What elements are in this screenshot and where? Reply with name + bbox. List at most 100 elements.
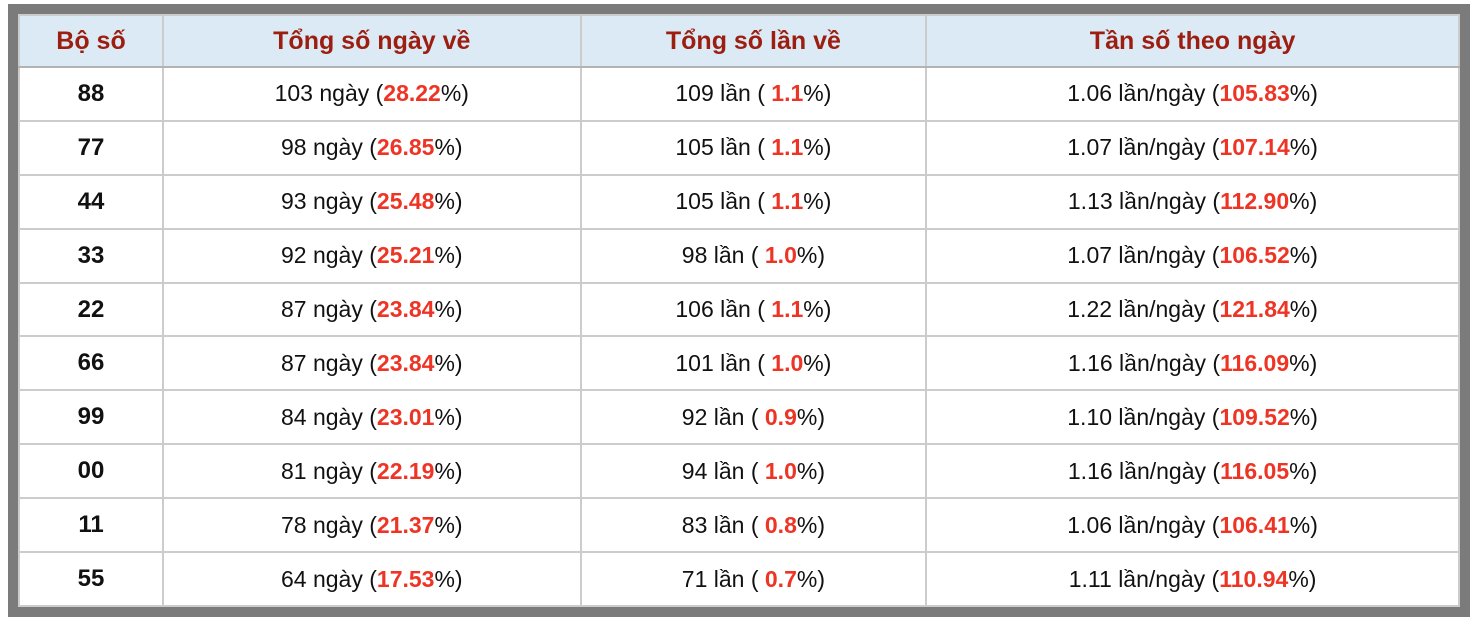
freq-percent: 105.83	[1219, 80, 1290, 107]
times-percent: 0.7	[764, 565, 797, 592]
frequency-cell: 1.07 lần/ngày (107.14%)	[925, 119, 1460, 176]
times-suffix: %)	[796, 511, 825, 538]
pair-number: 22	[77, 295, 105, 323]
freq-percent: 116.05	[1220, 457, 1290, 484]
freq-text: 1.16 lần/ngày (	[1067, 349, 1221, 376]
frequency-cell: 1.16 lần/ngày (116.09%)	[925, 335, 1460, 392]
frequency-cell: 1.06 lần/ngày (105.83%)	[925, 66, 1460, 122]
pair-number: 88	[77, 79, 105, 107]
freq-text: 1.07 lần/ngày (	[1067, 134, 1220, 161]
freq-text: 1.10 lần/ngày (	[1067, 403, 1220, 430]
days-percent: 21.37	[376, 511, 435, 538]
times-text: 92 lần (	[681, 403, 765, 430]
times-percent: 1.0	[764, 457, 797, 484]
times-percent: 0.8	[764, 511, 797, 538]
freq-suffix: %)	[1289, 403, 1318, 430]
total-times-cell: 109 lần ( 1.1%)	[579, 66, 928, 122]
times-suffix: %)	[803, 134, 832, 161]
days-text: 92 ngày (	[281, 242, 377, 269]
freq-percent: 116.09	[1220, 349, 1290, 376]
pair-number: 00	[77, 457, 105, 485]
total-days-cell: 93 ngày (25.48%)	[162, 173, 582, 230]
freq-percent: 109.52	[1219, 403, 1290, 430]
pair-number: 44	[77, 187, 105, 215]
table-row: 11 78 ngày (21.37%) 83 lần ( 0.8%) 1.06 …	[18, 497, 1460, 554]
times-suffix: %)	[803, 188, 832, 215]
days-text: 93 ngày (	[281, 188, 377, 215]
freq-text: 1.16 lần/ngày (	[1067, 457, 1221, 484]
freq-text: 1.13 lần/ngày (	[1067, 188, 1221, 215]
freq-suffix: %)	[1289, 296, 1318, 322]
days-percent: 23.84	[376, 296, 435, 322]
table-row: 22 87 ngày (23.84%) 106 lần ( 1.1%) 1.22…	[18, 281, 1460, 338]
freq-suffix: %)	[1289, 80, 1318, 107]
days-percent: 25.48	[376, 188, 435, 215]
days-text: 84 ngày (	[281, 403, 377, 430]
times-text: 106 lần (	[675, 296, 772, 322]
days-suffix: %)	[440, 80, 469, 107]
freq-percent: 112.90	[1220, 188, 1290, 215]
days-percent: 23.01	[376, 403, 435, 430]
total-times-cell: 94 lần ( 1.0%)	[579, 443, 928, 500]
total-days-cell: 64 ngày (17.53%)	[162, 551, 582, 607]
days-percent: 23.84	[376, 349, 435, 376]
pair-number: 55	[77, 565, 105, 592]
pair-number-cell: 00	[18, 443, 164, 500]
total-times-cell: 105 lần ( 1.1%)	[579, 173, 928, 230]
total-days-cell: 87 ngày (23.84%)	[162, 281, 582, 338]
total-days-cell: 81 ngày (22.19%)	[162, 443, 582, 500]
times-text: 109 lần (	[675, 80, 772, 107]
days-text: 64 ngày (	[281, 565, 377, 592]
times-percent: 0.9	[764, 403, 797, 430]
times-percent: 1.1	[771, 80, 804, 107]
times-suffix: %)	[796, 457, 825, 484]
times-percent: 1.0	[771, 349, 804, 376]
days-suffix: %)	[434, 242, 463, 269]
total-days-cell: 92 ngày (25.21%)	[162, 227, 582, 284]
times-text: 101 lần (	[675, 349, 772, 376]
header-total-days: Tổng số ngày về	[162, 14, 582, 68]
freq-suffix: %)	[1289, 511, 1318, 538]
freq-suffix: %)	[1288, 565, 1317, 592]
total-times-cell: 101 lần ( 1.0%)	[579, 335, 928, 392]
days-suffix: %)	[434, 403, 463, 430]
total-days-cell: 87 ngày (23.84%)	[162, 335, 582, 392]
freq-text: 1.11 lần/ngày (	[1068, 565, 1220, 592]
days-percent: 25.21	[376, 242, 435, 269]
freq-text: 1.22 lần/ngày (	[1067, 296, 1220, 322]
days-suffix: %)	[434, 565, 463, 592]
freq-suffix: %)	[1289, 457, 1318, 484]
times-suffix: %)	[796, 242, 825, 269]
total-days-cell: 98 ngày (26.85%)	[162, 119, 582, 176]
total-times-cell: 105 lần ( 1.1%)	[579, 119, 928, 176]
table-frame: Bộ số Tổng số ngày về Tổng số lần về Tần…	[8, 4, 1470, 617]
days-suffix: %)	[434, 134, 463, 161]
freq-percent: 106.41	[1219, 511, 1290, 538]
frequency-cell: 1.06 lần/ngày (106.41%)	[925, 497, 1460, 554]
pair-number-cell: 88	[18, 66, 164, 122]
frequency-cell: 1.22 lần/ngày (121.84%)	[925, 281, 1460, 338]
days-suffix: %)	[434, 188, 463, 215]
pair-number-cell: 99	[18, 389, 164, 446]
days-percent: 17.53	[376, 565, 435, 592]
freq-text: 1.06 lần/ngày (	[1067, 511, 1220, 538]
pair-number: 33	[77, 241, 105, 269]
freq-percent: 110.94	[1219, 565, 1289, 592]
table-row: 66 87 ngày (23.84%) 101 lần ( 1.0%) 1.16…	[18, 335, 1460, 392]
times-suffix: %)	[803, 80, 832, 107]
total-times-cell: 71 lần ( 0.7%)	[579, 551, 928, 607]
times-text: 105 lần (	[675, 188, 772, 215]
header-total-times: Tổng số lần về	[579, 14, 928, 68]
days-suffix: %)	[434, 296, 463, 322]
total-days-cell: 103 ngày (28.22%)	[162, 66, 582, 122]
freq-text: 1.06 lần/ngày (	[1067, 80, 1220, 107]
total-days-cell: 84 ngày (23.01%)	[162, 389, 582, 446]
days-suffix: %)	[434, 511, 463, 538]
pair-number-cell: 55	[18, 551, 164, 607]
frequency-cell: 1.13 lần/ngày (112.90%)	[925, 173, 1460, 230]
times-percent: 1.1	[771, 134, 804, 161]
days-percent: 28.22	[383, 80, 441, 107]
table-row: 77 98 ngày (26.85%) 105 lần ( 1.1%) 1.07…	[18, 119, 1460, 176]
frequency-cell: 1.16 lần/ngày (116.05%)	[925, 443, 1460, 500]
